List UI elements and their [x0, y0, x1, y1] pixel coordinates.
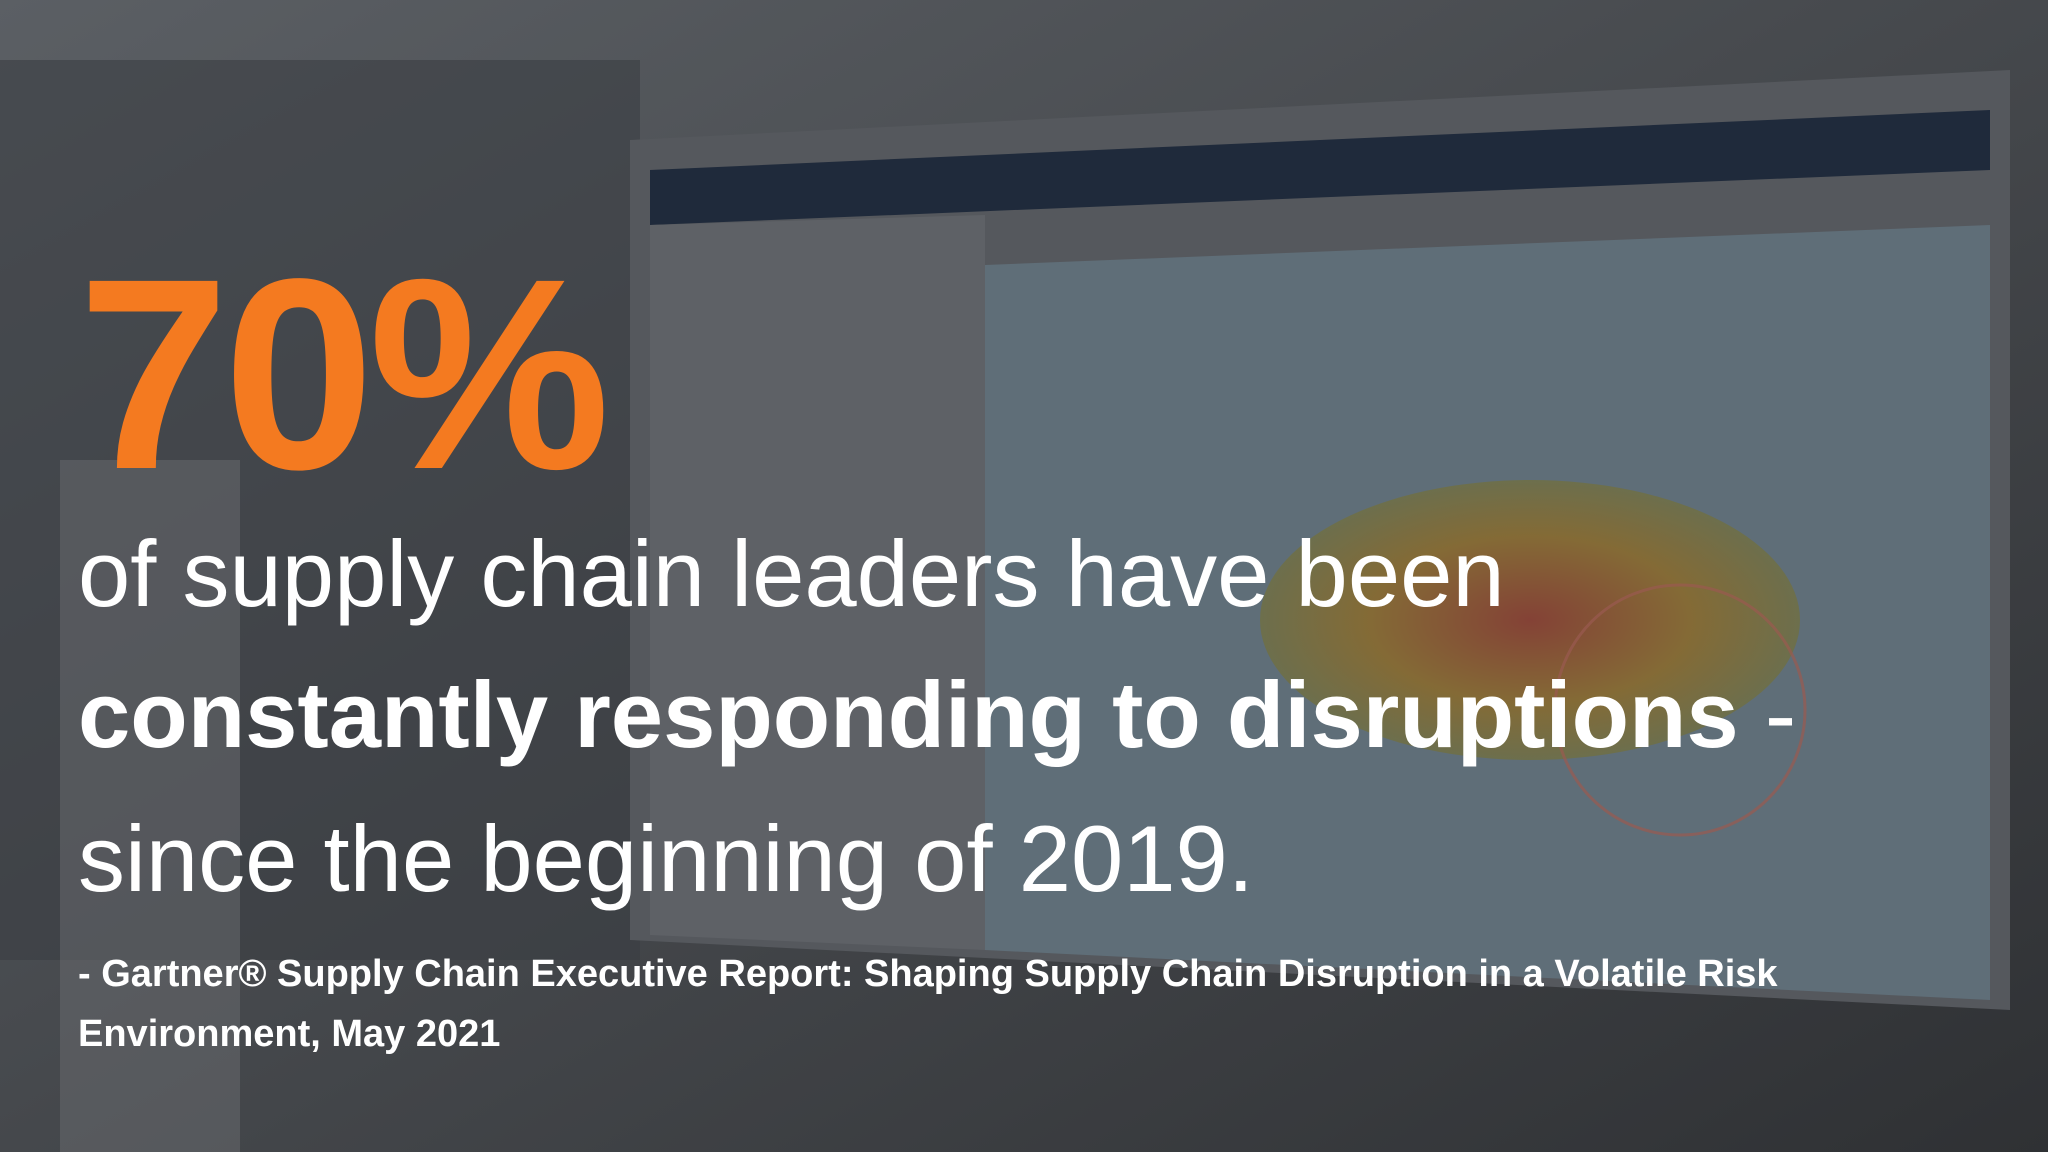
statement-line: constantly responding to disruptions - [78, 668, 1796, 762]
citation-line: - Gartner® Supply Chain Executive Report… [78, 953, 1778, 995]
statement-line: of supply chain leaders have been [78, 521, 1505, 626]
statement-emphasis: constantly responding to disruptions [78, 662, 1739, 767]
headline-stat: 70% [78, 222, 610, 526]
statement-line: since the beginning of 2019. [78, 806, 1254, 911]
statement-dash: - [1738, 662, 1797, 767]
citation: - Gartner® Supply Chain Executive Report… [78, 955, 1778, 1053]
citation-line: Environment, May 2021 [78, 1013, 501, 1055]
